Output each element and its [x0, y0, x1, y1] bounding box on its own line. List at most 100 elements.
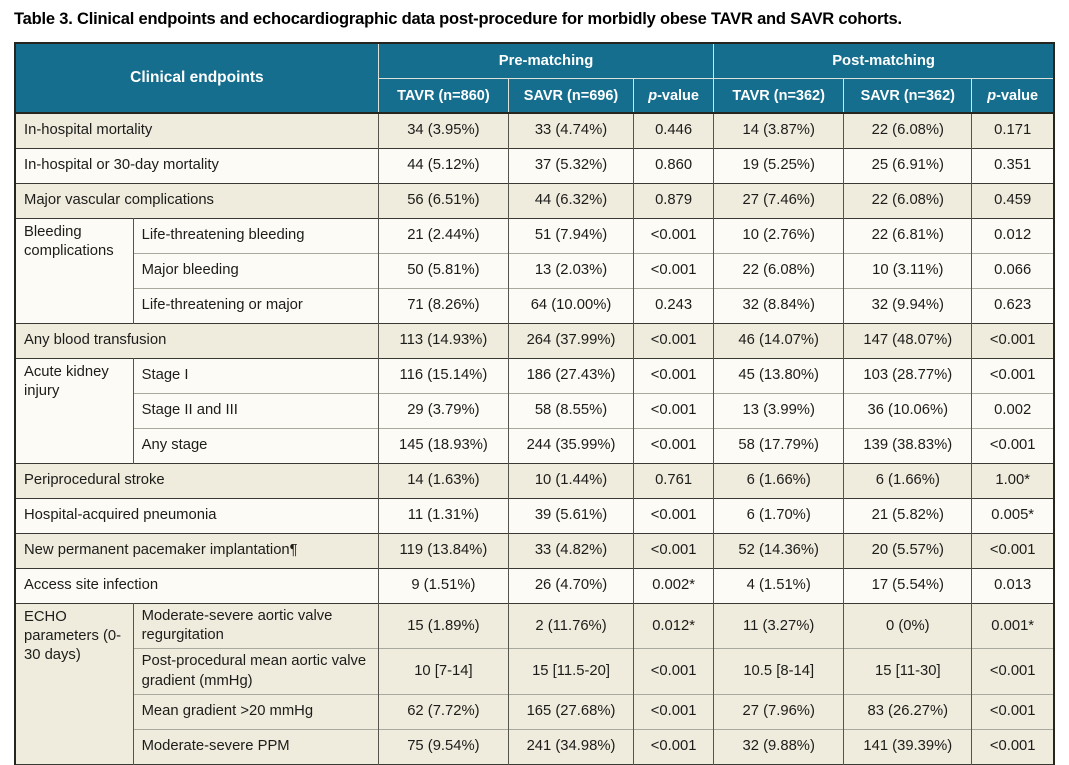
cell-value: 0.002* [633, 568, 715, 604]
column-header: p-value [971, 78, 1055, 114]
cell-value: 0.013 [971, 568, 1055, 604]
cell-value: 139 (38.83%) [843, 428, 973, 464]
cell-value: <0.001 [633, 648, 715, 695]
cell-value: 62 (7.72%) [377, 693, 509, 730]
table-row: TAVR (n=860) SAVR (n=696) p-value TAVR (n=3… [15, 78, 1055, 114]
cell-value: 186 (27.43%) [507, 358, 635, 394]
column-header: SAVR (n=696) [507, 78, 635, 114]
cell-value: 44 (5.12%) [377, 148, 509, 184]
cell-value: 0.351 [971, 148, 1055, 184]
sub-label: Stage I [132, 358, 379, 394]
cell-value: <0.001 [971, 323, 1055, 359]
sub-label: Moderate-severe PPM [132, 728, 379, 765]
table-header: Clinical endpoints Pre-matching Post-mat… [14, 42, 1055, 114]
cell-value: 52 (14.36%) [713, 533, 845, 569]
cell-value: 141 (39.39%) [843, 728, 973, 765]
cell-value: 15 [11.5-20] [507, 648, 635, 695]
cell-value: 17 (5.54%) [843, 568, 973, 604]
cell-value: 32 (9.94%) [843, 288, 973, 324]
cell-value: 83 (26.27%) [843, 693, 973, 730]
cell-value: 116 (15.14%) [377, 358, 509, 394]
cell-value: 0.623 [971, 288, 1055, 324]
cell-value: 0.446 [633, 112, 715, 149]
header-clinical-endpoints: Clinical endpoints [14, 42, 379, 114]
cell-value: 39 (5.61%) [507, 498, 635, 534]
cell-value: 0.066 [971, 253, 1055, 289]
cell-value: 0.243 [633, 288, 715, 324]
cell-value: 0.171 [971, 112, 1055, 149]
cell-value: 10 (3.11%) [843, 253, 973, 289]
cell-value: 37 (5.32%) [507, 148, 635, 184]
cell-value: <0.001 [633, 393, 715, 429]
cell-value: 44 (6.32%) [507, 183, 635, 219]
cell-value: 244 (35.99%) [507, 428, 635, 464]
row-label: Periprocedural stroke [14, 463, 379, 499]
row-label: Any blood transfusion [14, 323, 379, 359]
cell-value: 32 (9.88%) [713, 728, 845, 765]
cell-value: 22 (6.08%) [843, 183, 973, 219]
cell-value: 51 (7.94%) [507, 218, 635, 254]
cell-value: <0.001 [633, 728, 715, 765]
table-row: Clinical endpoints Pre-matching Post-mat… [14, 42, 1055, 114]
cell-value: 4 (1.51%) [713, 568, 845, 604]
cell-value: 10 (2.76%) [713, 218, 845, 254]
table-row: Any blood transfusion 113 (14.93%) 264 (37… [14, 323, 1055, 359]
sub-label: Life-threatening bleeding [132, 218, 379, 254]
sub-label: Post-procedural mean aortic valve gradie… [132, 648, 379, 695]
table-row: Moderate-severe PPM 75 (9.54%) 241 (34.98%… [15, 728, 1055, 765]
cell-value: 0.761 [633, 463, 715, 499]
cell-value: <0.001 [971, 533, 1055, 569]
header-post-matching: Post-matching [713, 42, 1055, 79]
cell-value: 1.00* [971, 463, 1055, 499]
header-pre-matching: Pre-matching [377, 42, 715, 79]
cell-value: 145 (18.93%) [377, 428, 509, 464]
cell-value: 22 (6.81%) [843, 218, 973, 254]
cell-value: 27 (7.46%) [713, 183, 845, 219]
cell-value: 0.012 [971, 218, 1055, 254]
table-row: Periprocedural stroke 14 (1.63%) 10 (1.44%… [14, 463, 1055, 499]
cell-value: 2 (11.76%) [507, 602, 635, 649]
cell-value: 0.002 [971, 393, 1055, 429]
cell-value: 46 (14.07%) [713, 323, 845, 359]
column-header: TAVR (n=362) [713, 78, 845, 114]
cell-value: 22 (6.08%) [843, 112, 973, 149]
cell-value: <0.001 [633, 693, 715, 730]
table-row: Mean gradient >20 mmHg 62 (7.72%) 165 (27.… [15, 693, 1055, 730]
cell-value: 21 (5.82%) [843, 498, 973, 534]
cell-value: 11 (3.27%) [713, 602, 845, 649]
column-header: SAVR (n=362) [843, 78, 973, 114]
sub-label: Major bleeding [132, 253, 379, 289]
cell-value: <0.001 [633, 498, 715, 534]
cell-value: 113 (14.93%) [377, 323, 509, 359]
cell-value: 22 (6.08%) [713, 253, 845, 289]
cell-value: <0.001 [633, 428, 715, 464]
cell-value: 26 (4.70%) [507, 568, 635, 604]
cell-value: 34 (3.95%) [377, 112, 509, 149]
column-header: p-value [633, 78, 715, 114]
cell-value: 32 (8.84%) [713, 288, 845, 324]
cell-value: 10 [7-14] [377, 648, 509, 695]
table-row: Stage II and III 29 (3.79%) 58 (8.55%) <0.0… [15, 393, 1055, 429]
cell-value: 58 (17.79%) [713, 428, 845, 464]
cell-value: 10 (1.44%) [507, 463, 635, 499]
table-row: New permanent pacemaker implantation¶ 119… [14, 533, 1055, 569]
cell-value: <0.001 [971, 693, 1055, 730]
cell-value: <0.001 [971, 728, 1055, 765]
cell-value: 103 (28.77%) [843, 358, 973, 394]
row-label: New permanent pacemaker implantation¶ [14, 533, 379, 569]
cell-value: 241 (34.98%) [507, 728, 635, 765]
cell-value: 0.860 [633, 148, 715, 184]
row-label: In-hospital or 30-day mortality [14, 148, 379, 184]
cell-value: 0.459 [971, 183, 1055, 219]
cell-value: 29 (3.79%) [377, 393, 509, 429]
row-label: Access site infection [14, 568, 379, 604]
cell-value: 33 (4.82%) [507, 533, 635, 569]
table-row: Major vascular complications 56 (6.51%) 44… [14, 183, 1055, 219]
table-row: Major bleeding 50 (5.81%) 13 (2.03%) <0.001… [15, 253, 1055, 289]
cell-value: 13 (3.99%) [713, 393, 845, 429]
cell-value: 21 (2.44%) [377, 218, 509, 254]
clinical-endpoints-table: Clinical endpoints Pre-matching Post-mat… [14, 42, 1055, 765]
cell-value: 0.012* [633, 602, 715, 649]
cell-value: <0.001 [633, 323, 715, 359]
